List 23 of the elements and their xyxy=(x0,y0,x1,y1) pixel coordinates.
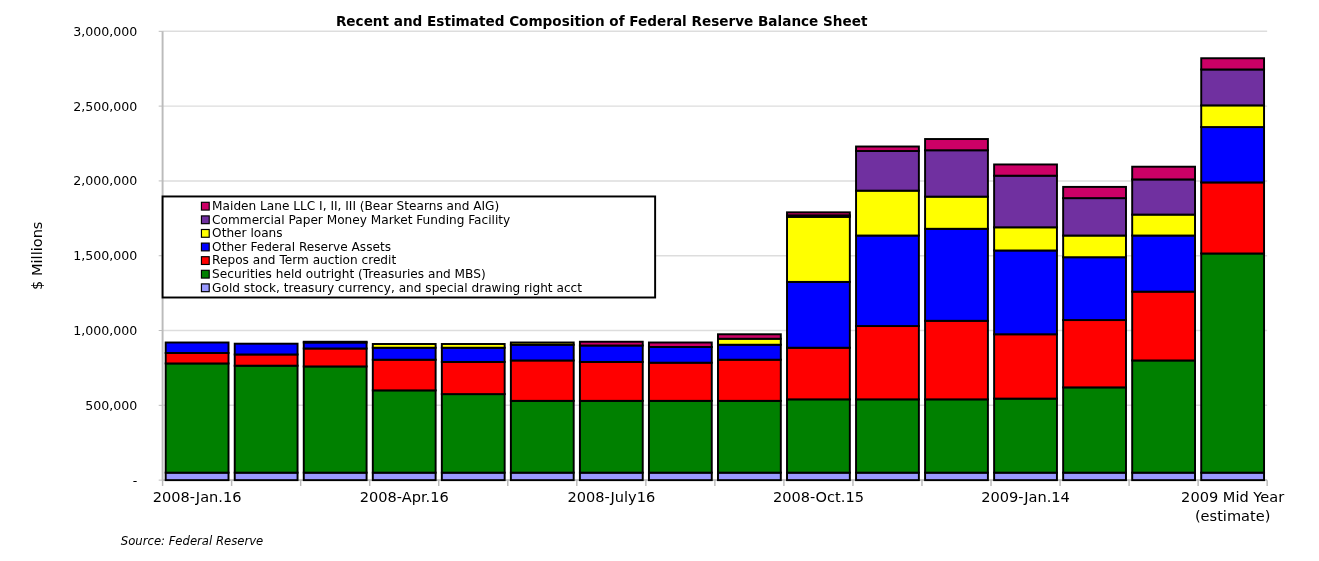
x-tick-label: 2009-Jan.14 xyxy=(981,488,1070,506)
source-note: Source: Federal Reserve xyxy=(120,534,264,549)
legend-label: Repos and Term auction credit xyxy=(212,253,397,268)
legend-label: Securities held outright (Treasuries and MBS) xyxy=(212,267,486,282)
x-tick-label: 2009 Mid Year (estimate) xyxy=(1181,488,1285,524)
x-tick-label: 2008-Apr.16 xyxy=(359,488,449,506)
x-tick-label: 2008-Jan.16 xyxy=(152,488,242,506)
legend-label: Other Federal Reserve Assets xyxy=(212,239,392,254)
y-tick-label: 2,500,000 xyxy=(73,98,138,114)
legend-label: Gold stock, treasury currency, and special drawing right acct xyxy=(212,280,583,295)
y-tick-label: 2,000,000 xyxy=(73,173,138,189)
x-tick-label: 2008-July16 xyxy=(567,488,656,506)
legend-label: Maiden Lane LLC I, II, III (Bear Stearns and AIG) xyxy=(212,199,500,214)
legend-label: Other loans xyxy=(212,226,283,241)
y-axis-title: $ Millions xyxy=(28,221,46,290)
chart-title: Recent and Estimated Composition of Federal Reserve Balance Sheet xyxy=(335,13,868,30)
y-tick-label: - xyxy=(132,472,138,488)
y-tick-label: 1,500,000 xyxy=(73,248,138,264)
y-tick-label: 3,000,000 xyxy=(73,23,138,39)
y-tick-label: 500,000 xyxy=(85,397,138,413)
y-tick-label: 1,000,000 xyxy=(73,322,138,338)
x-tick-label: 2008-Oct.15 xyxy=(772,488,864,506)
legend-label: Commercial Paper Money Market Funding Facility xyxy=(212,212,511,227)
